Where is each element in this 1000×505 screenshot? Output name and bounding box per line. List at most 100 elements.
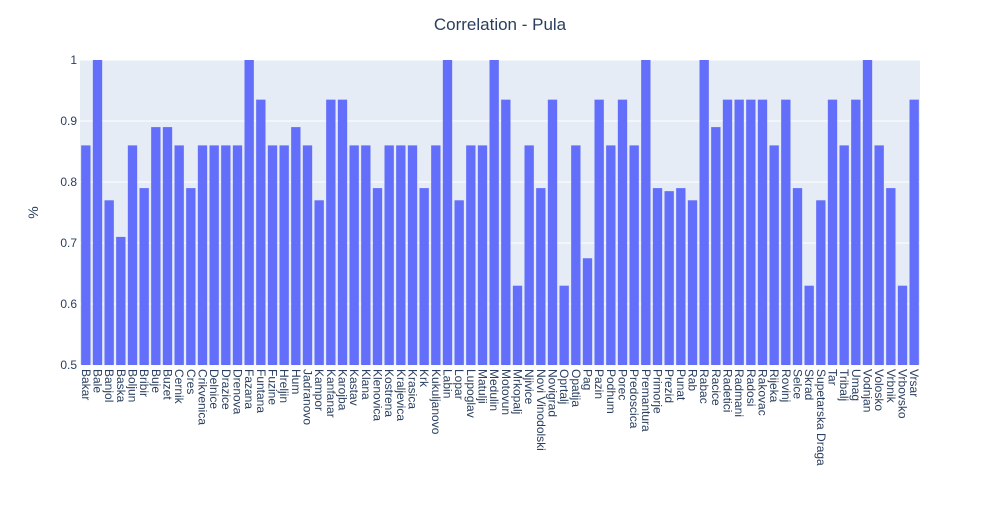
bar-tribalj[interactable]	[839, 145, 849, 365]
bar-kraljevica[interactable]	[396, 145, 406, 365]
bar-bale[interactable]	[92, 60, 103, 365]
bar-oprtalj[interactable]	[559, 285, 569, 365]
bar-kastav[interactable]	[349, 145, 359, 365]
x-tick-label: Krasica	[406, 369, 420, 409]
bars	[81, 60, 919, 366]
bar-krk[interactable]	[419, 188, 429, 365]
y-tick-label: 0.9	[60, 114, 77, 128]
x-tick-label: Rab	[686, 369, 700, 391]
x-tick-label: Njivice	[522, 369, 536, 405]
bar-banjol[interactable]	[104, 200, 114, 365]
x-tick-label: Tar	[826, 369, 840, 386]
bar-kampor[interactable]	[314, 200, 324, 365]
bar-pazin[interactable]	[594, 99, 604, 366]
x-tick-label: Rabac	[697, 369, 711, 404]
bar-motovun[interactable]	[501, 99, 511, 366]
bar-volosko[interactable]	[874, 145, 884, 365]
x-tick-label: Volosko	[872, 369, 886, 411]
bar-primorje[interactable]	[652, 188, 663, 365]
bar-krasica[interactable]	[407, 145, 418, 365]
x-tick-label: Umag	[849, 369, 863, 401]
bar-novigrad[interactable]	[547, 99, 558, 366]
bar-crikvenica[interactable]	[197, 145, 208, 365]
bar-vodnjan[interactable]	[862, 60, 873, 365]
bar-lupoglav[interactable]	[466, 145, 476, 365]
bar-rab[interactable]	[687, 200, 698, 365]
bar-radetici[interactable]	[722, 99, 733, 366]
bar-skrad[interactable]	[804, 285, 814, 365]
y-tick-label: 0.8	[60, 175, 77, 189]
bar-matulji[interactable]	[477, 145, 488, 365]
bar-radosi[interactable]	[746, 99, 756, 366]
bar-supetarska-draga[interactable]	[816, 200, 826, 365]
bar-lopar[interactable]	[454, 200, 464, 365]
bar-drenova[interactable]	[232, 145, 243, 365]
bar-buje[interactable]	[151, 127, 161, 365]
y-tick-label: 0.5	[60, 358, 77, 372]
bar-tar[interactable]	[827, 99, 838, 366]
bar-klenovica[interactable]	[372, 188, 383, 365]
bar-racice[interactable]	[711, 127, 721, 365]
bar-delnice[interactable]	[209, 145, 219, 365]
bar-radmani[interactable]	[734, 99, 744, 366]
bar-kanfanar[interactable]	[326, 99, 336, 366]
y-axis-label: %	[25, 206, 41, 218]
x-tick-label: Radmani	[732, 369, 746, 417]
bar-opatija[interactable]	[571, 145, 581, 365]
bar-njivice[interactable]	[524, 145, 534, 365]
bar-rovinj[interactable]	[781, 99, 791, 366]
x-tick-label: Vodnjan	[861, 369, 875, 412]
bar-medulin[interactable]	[489, 60, 499, 365]
bar-rijeka[interactable]	[769, 145, 779, 365]
bar-karojba[interactable]	[337, 99, 348, 366]
bar-mrkopalj[interactable]	[512, 285, 523, 365]
x-tick-label: Buje	[149, 369, 163, 393]
bar-novi-vinodolski[interactable]	[536, 188, 546, 365]
bar-prezid[interactable]	[664, 191, 674, 365]
bar-vrbovsko[interactable]	[897, 285, 908, 365]
bar-hreljin[interactable]	[279, 145, 289, 365]
bar-funtana[interactable]	[256, 99, 266, 366]
bar-porec[interactable]	[617, 99, 628, 366]
bar-kostrena[interactable]	[384, 145, 394, 365]
bar-umag[interactable]	[851, 99, 861, 366]
x-tick-label: Oprtalj	[557, 369, 571, 404]
x-axis-ticks: BakarBaleBanjolBaskaBoljunBribirBujeBuze…	[79, 369, 921, 466]
bar-drazice[interactable]	[221, 145, 231, 365]
bar-rabac[interactable]	[699, 60, 709, 365]
bar-predoscica[interactable]	[629, 145, 639, 365]
x-tick-label: Klana	[359, 369, 373, 400]
bar-pag[interactable]	[582, 258, 593, 365]
bar-kukuljanovo[interactable]	[431, 145, 441, 365]
bar-bribir[interactable]	[139, 188, 149, 365]
bar-podhum[interactable]	[606, 145, 616, 365]
x-tick-label: Supetarska Draga	[814, 369, 828, 466]
bar-jadranovo[interactable]	[302, 145, 313, 365]
bar-vrbnik[interactable]	[886, 188, 896, 365]
bar-klana[interactable]	[361, 145, 371, 365]
x-tick-label: Rovinj	[779, 369, 793, 402]
bar-selce[interactable]	[792, 188, 803, 365]
bar-labin[interactable]	[442, 60, 453, 365]
bar-cernik[interactable]	[174, 145, 184, 365]
bar-rakovac[interactable]	[757, 99, 768, 366]
bar-baska[interactable]	[116, 236, 126, 365]
x-tick-label: Cres	[184, 369, 198, 394]
x-tick-label: Labin	[441, 369, 455, 398]
bar-vrsar[interactable]	[909, 99, 919, 366]
bar-boljun[interactable]	[127, 145, 138, 365]
bar-bakar[interactable]	[81, 145, 91, 365]
x-tick-label: Kanfanar	[324, 369, 338, 418]
bar-buzet[interactable]	[162, 127, 173, 365]
x-tick-label: Hreljin	[277, 369, 291, 403]
bar-punat[interactable]	[676, 188, 686, 365]
bar-fuzine[interactable]	[267, 145, 278, 365]
bar-cres[interactable]	[186, 188, 196, 365]
x-tick-label: Kukuljanovo	[429, 369, 443, 435]
bar-fazana[interactable]	[244, 60, 254, 365]
x-tick-label: Cernik	[172, 369, 186, 405]
bar-premantura[interactable]	[641, 60, 651, 365]
x-tick-label: Vrsar	[907, 369, 921, 397]
plot-area	[80, 60, 920, 365]
bar-hum[interactable]	[291, 127, 301, 365]
